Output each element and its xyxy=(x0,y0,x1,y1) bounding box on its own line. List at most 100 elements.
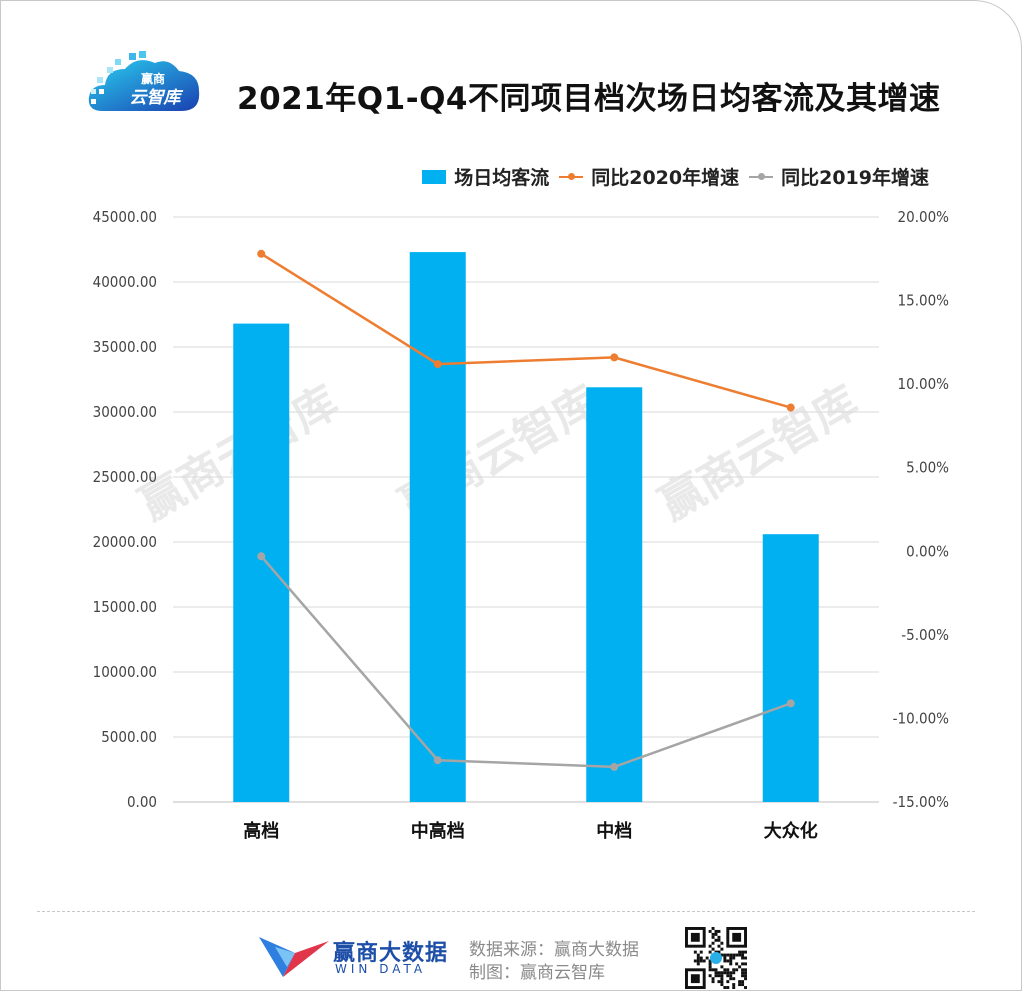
gridlines xyxy=(173,216,879,803)
qr-module xyxy=(732,983,736,987)
qr-module xyxy=(708,968,712,972)
legend-item-2019: 同比2019年增速 xyxy=(749,163,929,190)
footer-divider xyxy=(37,911,975,912)
qr-module xyxy=(741,983,745,987)
qr-module xyxy=(717,950,721,954)
left-tick-label: 25000.00 xyxy=(93,468,157,486)
made-by: 制图：赢商云智库 xyxy=(469,963,605,983)
qr-module xyxy=(741,956,745,960)
qr-module xyxy=(714,938,718,942)
qr-module xyxy=(729,956,733,960)
chart-legend: 场日均客流 同比2020年增速 同比2019年增速 xyxy=(422,163,929,190)
legend-label-2020: 同比2020年增速 xyxy=(591,167,740,189)
qr-module xyxy=(708,950,712,954)
qr-module xyxy=(729,962,733,966)
qr-module xyxy=(711,977,715,981)
data-source: 数据来源：赢商大数据 xyxy=(469,940,639,960)
qr-module xyxy=(717,929,721,933)
qr-module xyxy=(741,968,745,972)
legend-item-2020: 同比2020年增速 xyxy=(559,163,739,190)
right-tick-label: -5.00% xyxy=(901,626,949,644)
series-point xyxy=(610,762,619,771)
qr-module xyxy=(702,959,706,963)
line-series xyxy=(257,249,795,771)
series-line xyxy=(260,252,792,409)
right-tick-label: 20.00% xyxy=(898,208,950,226)
qr-module xyxy=(732,956,736,960)
qr-module xyxy=(741,962,745,966)
category-label: 高档 xyxy=(243,820,279,842)
cloud-logo-icon: 赢商 云智库 xyxy=(88,51,200,111)
left-tick-label: 5000.00 xyxy=(101,728,157,746)
category-label: 中高档 xyxy=(411,820,465,842)
qr-module xyxy=(717,935,721,939)
left-tick-label: 10000.00 xyxy=(93,663,157,681)
qr-module xyxy=(708,929,712,933)
qr-module xyxy=(720,974,724,978)
series-point xyxy=(433,360,442,369)
qr-finder xyxy=(690,974,700,984)
qr-module xyxy=(717,944,721,948)
qr-module xyxy=(717,938,721,942)
left-tick-label: 0.00 xyxy=(127,793,157,811)
qr-module xyxy=(741,971,745,975)
qr-module xyxy=(711,935,715,939)
qr-module xyxy=(714,968,718,972)
category-label: 中档 xyxy=(596,820,632,842)
qr-module xyxy=(723,953,727,957)
qr-module xyxy=(726,968,730,972)
legend-bar-swatch xyxy=(422,169,447,184)
qr-module xyxy=(711,941,715,945)
legend-line-2019-swatch xyxy=(749,170,774,184)
qr-module xyxy=(714,929,718,933)
qr-module xyxy=(729,953,733,957)
qr-module xyxy=(723,959,727,963)
qr-module xyxy=(720,965,724,969)
qr-module xyxy=(708,962,712,966)
qr-module xyxy=(693,950,697,954)
qr-module xyxy=(723,956,727,960)
qr-module xyxy=(723,971,727,975)
series-point xyxy=(257,552,266,561)
qr-module xyxy=(744,986,747,989)
left-tick-label: 45000.00 xyxy=(93,208,157,226)
series-point xyxy=(786,699,795,708)
qr-module xyxy=(729,977,733,981)
left-tick-label: 20000.00 xyxy=(93,533,157,551)
qr-module xyxy=(708,944,712,948)
right-axis-ticks: -15.00% -10.00% -5.00% 0.00% 5.00% 10.00% 15.0… xyxy=(893,208,950,811)
qr-module xyxy=(699,959,703,963)
qr-module xyxy=(714,971,718,975)
qr-module xyxy=(744,977,747,981)
bar xyxy=(586,387,643,802)
qr-module xyxy=(738,980,742,984)
legend-label-bar: 场日均客流 xyxy=(454,167,550,189)
qr-module xyxy=(717,974,721,978)
right-tick-label: -10.00% xyxy=(893,709,949,727)
logo-text-top: 赢商 xyxy=(141,71,165,86)
qr-module xyxy=(735,968,739,972)
qr-module xyxy=(726,971,730,975)
qr-module xyxy=(729,959,733,963)
left-axis-ticks: 0.00 5000.00 10000.00 15000.00 20000.00 25000… xyxy=(93,208,157,811)
qr-module xyxy=(741,953,745,957)
brand-subtitle: WIN DATA xyxy=(335,962,427,976)
qr-module xyxy=(720,941,724,945)
qr-module xyxy=(717,971,721,975)
qr-module xyxy=(696,959,700,963)
series-point xyxy=(786,403,795,412)
qr-module xyxy=(732,971,736,975)
qr-module xyxy=(708,959,712,963)
qr-finder xyxy=(690,932,700,942)
legend-line-2020-swatch xyxy=(559,170,584,184)
qr-module xyxy=(726,953,730,957)
qr-module xyxy=(741,974,745,978)
right-tick-label: 0.00% xyxy=(906,542,949,560)
category-label: 大众化 xyxy=(764,820,818,842)
qr-module xyxy=(699,950,703,954)
qr-module xyxy=(723,986,727,989)
left-tick-label: 40000.00 xyxy=(93,273,157,291)
qr-module xyxy=(741,950,745,954)
bar xyxy=(762,534,819,802)
qr-module xyxy=(732,977,736,981)
